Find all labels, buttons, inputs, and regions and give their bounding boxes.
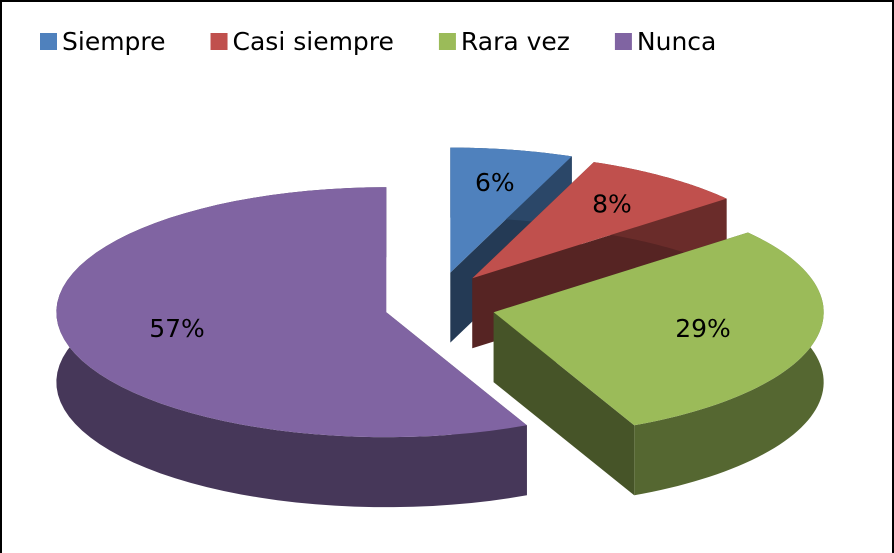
data-label: 6% <box>475 168 515 197</box>
legend-swatch <box>614 33 632 50</box>
legend-swatch <box>210 33 228 50</box>
slice-top <box>56 187 527 438</box>
legend-swatch <box>438 33 456 50</box>
slice-top <box>493 232 824 426</box>
data-label: 8% <box>592 189 632 218</box>
pie-slice <box>493 232 824 496</box>
legend: Siempre Casi siempre Rara vez Nunca <box>40 27 716 56</box>
legend-label: Siempre <box>62 27 166 56</box>
legend-label: Rara vez <box>461 27 570 56</box>
slice-wall <box>493 312 635 496</box>
pie-slice <box>56 187 527 508</box>
slice-top <box>472 162 727 279</box>
legend-label: Casi siempre <box>233 27 394 56</box>
data-label: 29% <box>675 314 731 343</box>
data-label: 57% <box>149 314 205 343</box>
legend-swatch <box>40 33 57 50</box>
legend-label: Nunca <box>637 27 716 56</box>
slice-top <box>450 147 572 273</box>
